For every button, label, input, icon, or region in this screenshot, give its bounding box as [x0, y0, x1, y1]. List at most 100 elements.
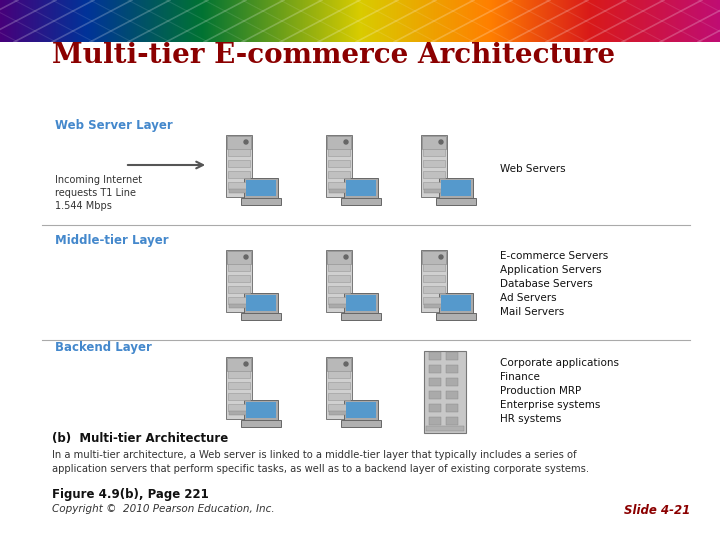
FancyBboxPatch shape: [228, 371, 250, 378]
Text: Web Servers: Web Servers: [500, 164, 566, 174]
Circle shape: [344, 362, 348, 366]
FancyBboxPatch shape: [328, 286, 350, 293]
FancyBboxPatch shape: [328, 149, 350, 156]
FancyBboxPatch shape: [441, 180, 471, 196]
FancyBboxPatch shape: [446, 391, 458, 399]
FancyBboxPatch shape: [439, 178, 473, 198]
FancyBboxPatch shape: [329, 189, 349, 193]
FancyBboxPatch shape: [446, 352, 458, 360]
FancyBboxPatch shape: [228, 264, 250, 271]
FancyBboxPatch shape: [429, 404, 441, 412]
FancyBboxPatch shape: [246, 295, 276, 311]
FancyBboxPatch shape: [429, 365, 441, 373]
Text: E-commerce Servers: E-commerce Servers: [500, 251, 608, 261]
FancyBboxPatch shape: [422, 251, 446, 264]
Text: Production MRP: Production MRP: [500, 386, 581, 396]
FancyBboxPatch shape: [327, 136, 351, 149]
FancyBboxPatch shape: [244, 178, 278, 198]
FancyBboxPatch shape: [326, 250, 352, 312]
FancyBboxPatch shape: [244, 293, 278, 313]
Text: Incoming Internet
requests T1 Line
1.544 Mbps: Incoming Internet requests T1 Line 1.544…: [55, 175, 142, 211]
FancyBboxPatch shape: [228, 297, 250, 304]
Text: Finance: Finance: [500, 372, 540, 382]
FancyBboxPatch shape: [226, 250, 252, 312]
Text: Web Server Layer: Web Server Layer: [55, 119, 173, 132]
FancyBboxPatch shape: [229, 189, 249, 193]
FancyBboxPatch shape: [328, 160, 350, 167]
Circle shape: [439, 140, 443, 144]
FancyBboxPatch shape: [436, 313, 476, 320]
Circle shape: [344, 140, 348, 144]
FancyBboxPatch shape: [429, 417, 441, 425]
FancyBboxPatch shape: [341, 420, 381, 427]
FancyBboxPatch shape: [423, 297, 445, 304]
Text: In a multi-tier architecture, a Web server is linked to a middle-tier layer that: In a multi-tier architecture, a Web serv…: [52, 450, 589, 474]
FancyBboxPatch shape: [429, 378, 441, 386]
Text: Enterprise systems: Enterprise systems: [500, 400, 600, 410]
FancyBboxPatch shape: [228, 286, 250, 293]
Text: Figure 4.9(b), Page 221: Figure 4.9(b), Page 221: [52, 488, 209, 501]
FancyBboxPatch shape: [328, 393, 350, 400]
FancyBboxPatch shape: [446, 404, 458, 412]
Text: Database Servers: Database Servers: [500, 279, 593, 289]
FancyBboxPatch shape: [421, 250, 447, 312]
FancyBboxPatch shape: [328, 264, 350, 271]
FancyBboxPatch shape: [227, 136, 251, 149]
Circle shape: [344, 255, 348, 259]
FancyBboxPatch shape: [228, 404, 250, 411]
Text: Middle-tier Layer: Middle-tier Layer: [55, 234, 168, 247]
FancyBboxPatch shape: [429, 391, 441, 399]
FancyBboxPatch shape: [246, 402, 276, 418]
FancyBboxPatch shape: [328, 275, 350, 282]
FancyBboxPatch shape: [326, 357, 352, 419]
FancyBboxPatch shape: [228, 275, 250, 282]
FancyBboxPatch shape: [228, 382, 250, 389]
FancyBboxPatch shape: [241, 420, 281, 427]
Circle shape: [244, 255, 248, 259]
FancyBboxPatch shape: [329, 304, 349, 308]
FancyBboxPatch shape: [226, 135, 252, 197]
FancyBboxPatch shape: [328, 182, 350, 189]
FancyBboxPatch shape: [446, 365, 458, 373]
FancyBboxPatch shape: [424, 351, 466, 433]
FancyBboxPatch shape: [346, 295, 376, 311]
FancyBboxPatch shape: [328, 171, 350, 178]
FancyBboxPatch shape: [228, 393, 250, 400]
Text: Mail Servers: Mail Servers: [500, 307, 564, 317]
Text: Copyright ©  2010 Pearson Education, Inc.: Copyright © 2010 Pearson Education, Inc.: [52, 504, 274, 514]
FancyBboxPatch shape: [244, 400, 278, 420]
FancyBboxPatch shape: [344, 293, 378, 313]
FancyBboxPatch shape: [346, 402, 376, 418]
FancyBboxPatch shape: [241, 313, 281, 320]
FancyBboxPatch shape: [429, 352, 441, 360]
FancyBboxPatch shape: [241, 198, 281, 205]
FancyBboxPatch shape: [229, 304, 249, 308]
FancyBboxPatch shape: [424, 304, 444, 308]
FancyBboxPatch shape: [329, 411, 349, 415]
FancyBboxPatch shape: [341, 198, 381, 205]
FancyBboxPatch shape: [228, 149, 250, 156]
FancyBboxPatch shape: [227, 358, 251, 371]
FancyBboxPatch shape: [423, 275, 445, 282]
FancyBboxPatch shape: [426, 426, 464, 431]
FancyBboxPatch shape: [423, 182, 445, 189]
FancyBboxPatch shape: [423, 160, 445, 167]
FancyBboxPatch shape: [423, 171, 445, 178]
FancyBboxPatch shape: [344, 400, 378, 420]
Text: Multi-tier E-commerce Architecture: Multi-tier E-commerce Architecture: [52, 42, 615, 69]
FancyBboxPatch shape: [446, 417, 458, 425]
FancyBboxPatch shape: [229, 411, 249, 415]
FancyBboxPatch shape: [228, 160, 250, 167]
FancyBboxPatch shape: [328, 404, 350, 411]
FancyBboxPatch shape: [423, 264, 445, 271]
FancyBboxPatch shape: [228, 182, 250, 189]
Text: Corporate applications: Corporate applications: [500, 358, 619, 368]
Text: Application Servers: Application Servers: [500, 265, 602, 275]
FancyBboxPatch shape: [328, 371, 350, 378]
FancyBboxPatch shape: [341, 313, 381, 320]
Circle shape: [439, 255, 443, 259]
FancyBboxPatch shape: [328, 297, 350, 304]
FancyBboxPatch shape: [246, 180, 276, 196]
FancyBboxPatch shape: [421, 135, 447, 197]
FancyBboxPatch shape: [423, 149, 445, 156]
